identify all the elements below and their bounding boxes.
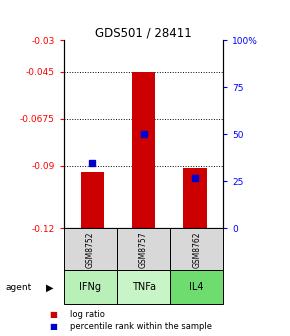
FancyBboxPatch shape bbox=[170, 270, 223, 304]
FancyBboxPatch shape bbox=[170, 228, 223, 270]
Text: ■: ■ bbox=[49, 310, 57, 319]
Text: GSM8752: GSM8752 bbox=[86, 231, 95, 268]
Text: IL4: IL4 bbox=[189, 282, 204, 292]
FancyBboxPatch shape bbox=[117, 228, 170, 270]
Title: GDS501 / 28411: GDS501 / 28411 bbox=[95, 26, 192, 39]
FancyBboxPatch shape bbox=[64, 270, 117, 304]
FancyBboxPatch shape bbox=[64, 228, 117, 270]
Text: TNFa: TNFa bbox=[132, 282, 155, 292]
Text: ■: ■ bbox=[49, 322, 57, 331]
Text: ▶: ▶ bbox=[46, 282, 54, 292]
Text: agent: agent bbox=[6, 283, 32, 292]
Text: GSM8762: GSM8762 bbox=[192, 231, 201, 268]
Bar bbox=[132, 72, 155, 228]
Text: GSM8757: GSM8757 bbox=[139, 231, 148, 268]
Text: log ratio: log ratio bbox=[70, 310, 104, 319]
FancyBboxPatch shape bbox=[117, 270, 170, 304]
Bar bbox=[184, 168, 206, 228]
Text: percentile rank within the sample: percentile rank within the sample bbox=[70, 322, 212, 331]
Text: IFNg: IFNg bbox=[79, 282, 102, 292]
Bar bbox=[81, 172, 104, 228]
